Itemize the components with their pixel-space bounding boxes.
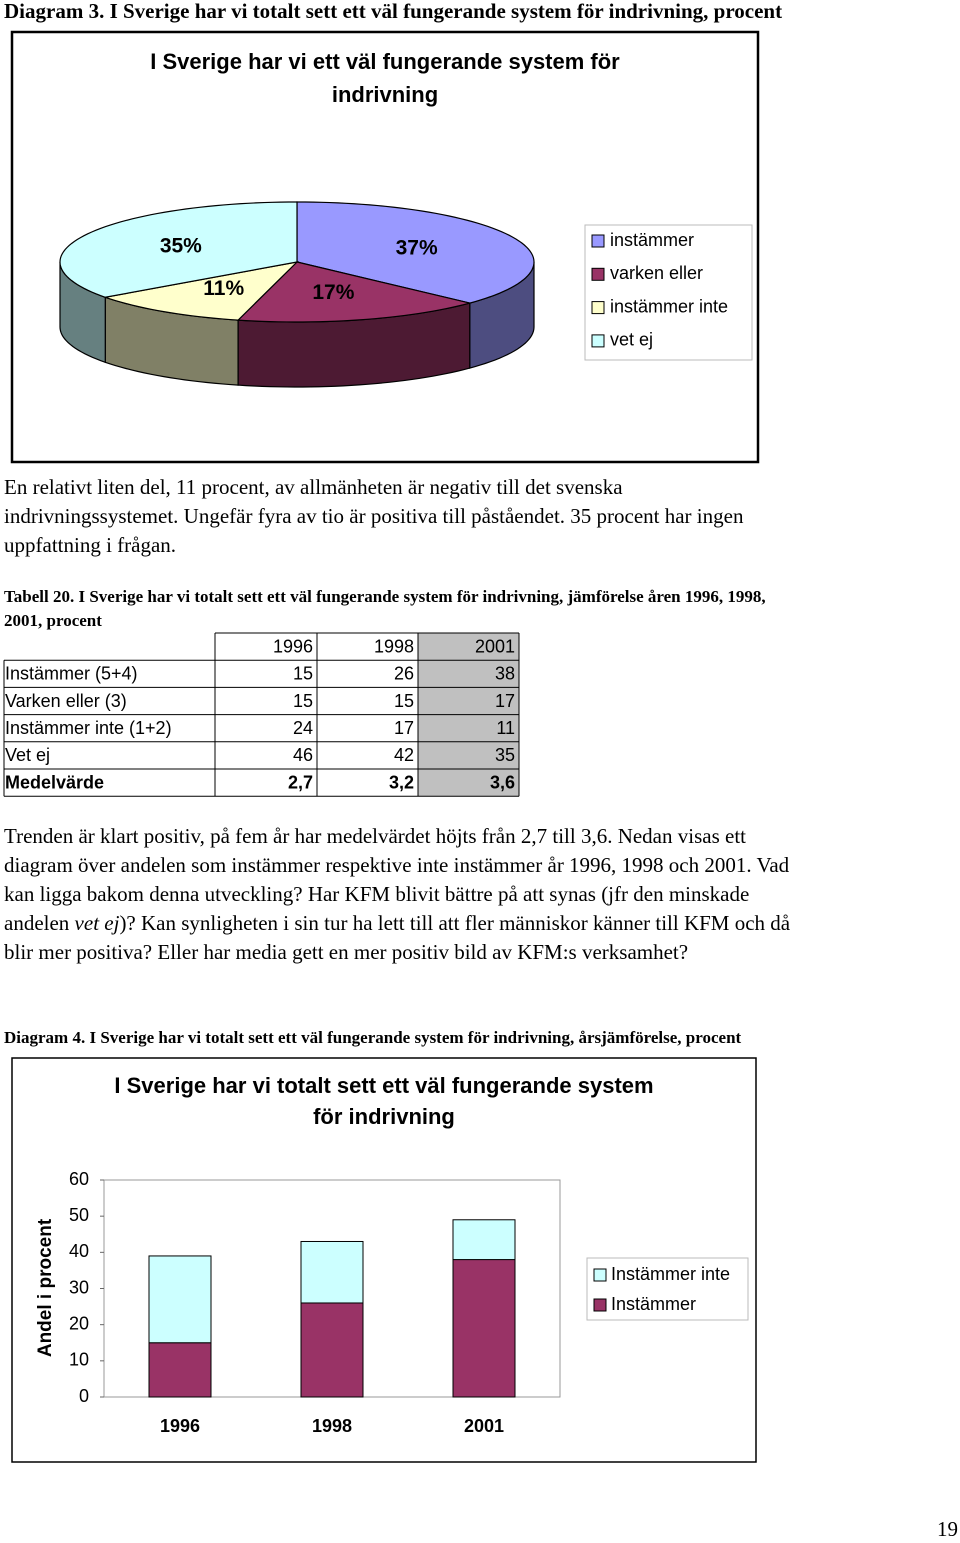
diagram-caption: Diagram 4. I Sverige har vi totalt sett … — [4, 1028, 742, 1047]
legend-swatch — [591, 334, 605, 348]
table-caption: Tabell 20. I Sverige har vi totalt sett … — [4, 587, 766, 606]
chart-title: för indrivning — [313, 1104, 455, 1129]
y-tick-label: 10 — [69, 1350, 89, 1370]
heading: Diagram 3. I Sverige har vi totalt sett … — [4, 0, 782, 23]
bar-segment — [148, 1255, 212, 1344]
table-row-label: Instämmer inte (1+2) — [5, 718, 172, 738]
paragraph-line: uppfattning i frågan. — [4, 533, 176, 557]
y-tick-label: 60 — [69, 1169, 89, 1189]
table-cell: 26 — [394, 664, 414, 684]
pie-slice — [59, 201, 298, 298]
table-cell: 17 — [495, 691, 515, 711]
table-cell: 15 — [394, 691, 414, 711]
legend-swatch — [591, 234, 605, 248]
legend-label: Instämmer inte — [611, 1264, 730, 1284]
data-label: 17% — [312, 281, 354, 304]
table-header: 1998 — [374, 636, 414, 656]
legend-box — [586, 1257, 749, 1321]
text-run: andelen — [4, 911, 75, 935]
text-run: vet ej — [75, 911, 120, 935]
paragraph-line: En relativt liten del, 11 procent, av al… — [4, 475, 623, 499]
bar-segment — [300, 1302, 364, 1398]
bar-segment — [452, 1219, 516, 1261]
x-tick-label: 1996 — [160, 1416, 200, 1436]
bar-segment — [300, 1240, 364, 1304]
y-axis-label: Andel i procent — [35, 1218, 56, 1357]
table-cell: 17 — [394, 718, 414, 738]
text-run: Trenden är klart positiv, på fem år har … — [4, 824, 746, 848]
text-run: kan ligga bakom denna utveckling? Har KF… — [4, 882, 749, 906]
paragraph-line: andelen vet ej)? Kan synligheten i sin t… — [4, 911, 791, 935]
paragraph-line: Trenden är klart positiv, på fem år har … — [4, 824, 746, 848]
table-cell: 3,2 — [389, 772, 414, 792]
pie-slice — [236, 261, 470, 323]
text-run: )? Kan synligheten i sin tur ha lett til… — [119, 911, 790, 935]
table-caption: 2001, procent — [4, 611, 102, 630]
table-row-label: Medelvärde — [5, 772, 104, 792]
legend-swatch — [591, 301, 605, 315]
table-cell: 35 — [495, 745, 515, 765]
chart-title: indrivning — [332, 82, 438, 107]
table-cell: 3,6 — [490, 772, 515, 792]
legend-label: vet ej — [610, 330, 653, 350]
legend-swatch — [593, 1268, 607, 1282]
paragraph-line: indrivningssystemet. Ungefär fyra av tio… — [4, 504, 744, 528]
text-run: blir mer positiva? Eller har media gett … — [4, 940, 688, 964]
data-label: 37% — [396, 236, 438, 259]
pie-slice — [102, 261, 299, 321]
paragraph-line: kan ligga bakom denna utveckling? Har KF… — [4, 882, 749, 906]
table-row-label: Vet ej — [5, 745, 50, 765]
chart-title: I Sverige har vi ett väl fungerande syst… — [150, 49, 620, 74]
data-label: 35% — [160, 235, 202, 258]
table-cell: 11 — [496, 718, 515, 738]
y-tick-label: 0 — [79, 1386, 89, 1406]
legend-label: instämmer inte — [610, 296, 728, 316]
table-cell: 38 — [495, 664, 515, 684]
bar-segment — [148, 1342, 212, 1398]
legend-label: varken eller — [610, 263, 703, 283]
bar-segment — [452, 1259, 516, 1398]
table-row-label: Instämmer (5+4) — [5, 664, 138, 684]
legend-box — [584, 224, 753, 361]
text-run: diagram över andelen som instämmer respe… — [4, 853, 790, 877]
legend-label: Instämmer — [611, 1294, 696, 1314]
table-cell: 42 — [394, 745, 414, 765]
legend-swatch — [591, 267, 605, 281]
data-label: 11% — [203, 277, 244, 300]
table-cell: 15 — [293, 664, 313, 684]
table-header: 2001 — [475, 636, 515, 656]
y-tick-label: 20 — [69, 1313, 89, 1333]
table-cell: 24 — [293, 718, 313, 738]
legend-label: instämmer — [610, 230, 694, 250]
y-tick-label: 50 — [69, 1205, 89, 1225]
table-cell: 2,7 — [288, 772, 313, 792]
paragraph-line: blir mer positiva? Eller har media gett … — [4, 940, 688, 964]
page-number: 19 — [937, 1517, 958, 1541]
x-tick-label: 1998 — [312, 1416, 352, 1436]
y-tick-label: 40 — [69, 1241, 89, 1261]
table-cell: 46 — [293, 745, 313, 765]
table-cell: 15 — [293, 691, 313, 711]
x-tick-label: 2001 — [464, 1416, 504, 1436]
table-row-label: Varken eller (3) — [5, 691, 127, 711]
pie-slice — [296, 201, 535, 304]
table-header: 1996 — [273, 636, 313, 656]
chart-title: I Sverige har vi totalt sett ett väl fun… — [114, 1073, 653, 1098]
legend-swatch — [593, 1298, 607, 1312]
paragraph-line: diagram över andelen som instämmer respe… — [4, 853, 790, 877]
y-tick-label: 30 — [69, 1277, 89, 1297]
